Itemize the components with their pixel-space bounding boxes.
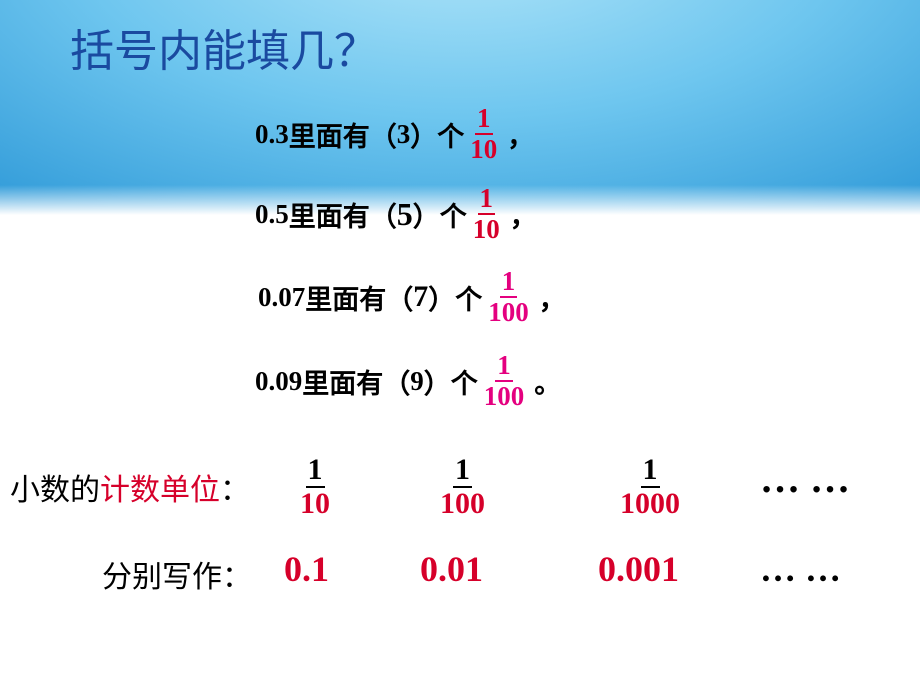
decimal-value: 0.3 xyxy=(255,119,289,150)
decimal-value: 0.07 xyxy=(258,282,305,313)
tail-punct: ， xyxy=(539,278,566,317)
text-b: ）个 xyxy=(413,195,467,234)
units-label: 小数的计数单位： xyxy=(10,465,250,509)
decimal-value: 0.09 xyxy=(255,366,302,397)
slide-title: 括号内能填几？ xyxy=(70,15,378,79)
text-b: ）个 xyxy=(424,362,478,401)
decimal-value: 0.5 xyxy=(255,199,289,230)
unit-fraction: 110 xyxy=(300,455,330,519)
decimals-ellipsis: … … xyxy=(760,548,841,590)
answer: 9 xyxy=(410,366,424,397)
tail-punct: ， xyxy=(507,115,534,154)
fraction: 110 xyxy=(473,185,500,243)
decimal-unit-value: 0.1 xyxy=(284,548,329,590)
units-ellipsis: … … xyxy=(760,455,850,502)
decimals-label: 分别写作： xyxy=(102,552,252,596)
decimal-unit-value: 0.001 xyxy=(598,548,679,590)
decimal-unit-value: 0.01 xyxy=(420,548,483,590)
exercise-line: 0.07里面有（7）个1100 ， xyxy=(258,268,566,326)
exercise-line: 0.5里面有（5）个110 ， xyxy=(255,185,537,243)
fraction: 1100 xyxy=(488,268,529,326)
exercise-line: 0.3里面有（3）个110 ， xyxy=(255,105,534,163)
text-a: 里面有（ xyxy=(289,115,397,154)
answer: 5 xyxy=(397,196,413,233)
fraction: 110 xyxy=(470,105,497,163)
text-b: ）个 xyxy=(428,278,482,317)
tail-punct: ， xyxy=(510,195,537,234)
fraction: 1100 xyxy=(484,352,525,410)
unit-fraction: 11000 xyxy=(620,455,680,519)
tail-punct: 。 xyxy=(534,362,561,401)
answer: 7 xyxy=(413,280,428,314)
text-b: ）个 xyxy=(410,115,464,154)
exercise-line: 0.09里面有（9）个1100。 xyxy=(255,352,561,410)
text-a: 里面有（ xyxy=(289,195,397,234)
unit-fraction: 1100 xyxy=(440,455,485,519)
answer: 3 xyxy=(397,119,411,150)
text-a: 里面有（ xyxy=(302,362,410,401)
text-a: 里面有（ xyxy=(305,278,413,317)
